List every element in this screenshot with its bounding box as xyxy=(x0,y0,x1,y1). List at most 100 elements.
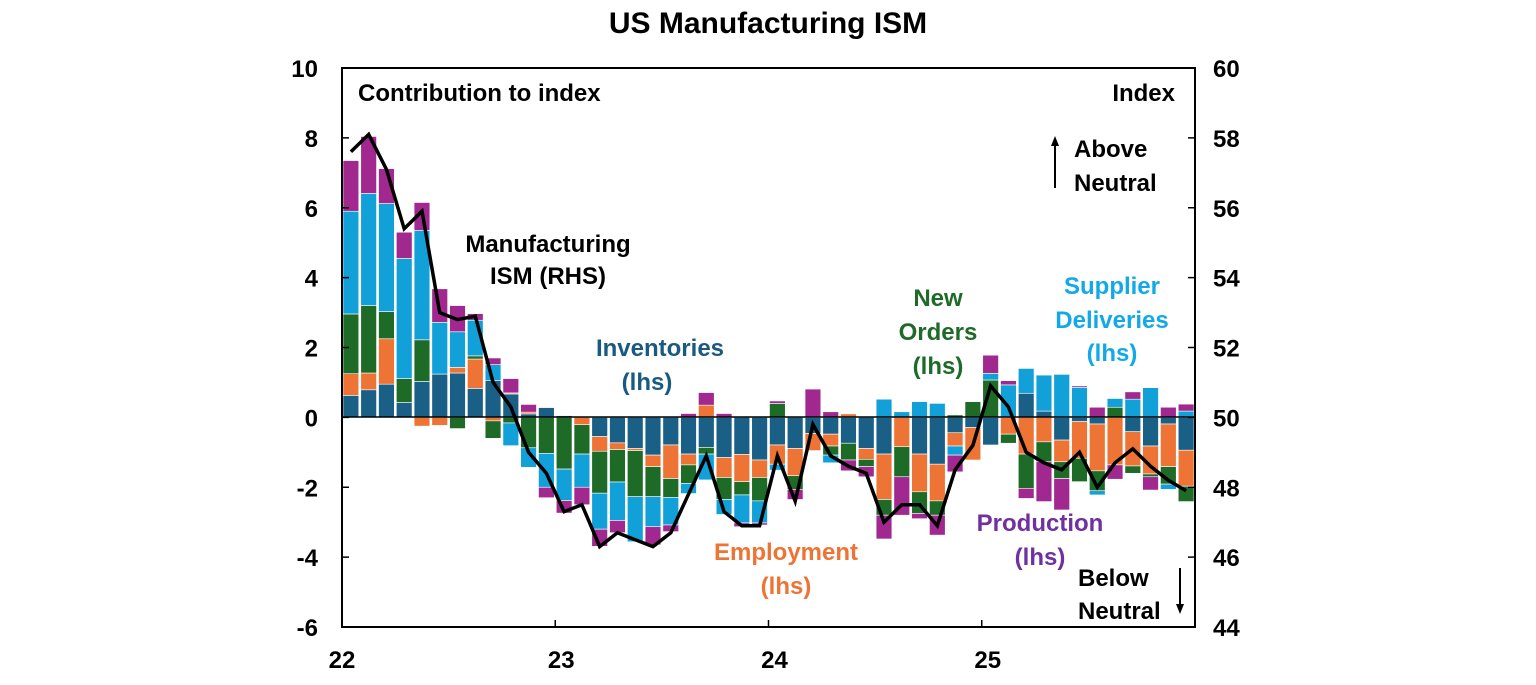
bar-segment-inventories xyxy=(378,383,395,418)
bar-segment-inventories xyxy=(751,417,768,461)
series-label-line: (lhs) xyxy=(1015,544,1066,571)
right-tick-label: 44 xyxy=(1213,615,1240,642)
bar-segment-new-orders xyxy=(858,458,875,467)
bar-segment-employment xyxy=(858,448,875,460)
bar-segment-production xyxy=(1089,406,1106,418)
below-neutral-annotation: Below Neutral xyxy=(1078,565,1184,625)
bar-segment-supplier-deliveries xyxy=(1124,398,1141,418)
series-label-new-orders: New Orders (lhs) xyxy=(899,285,978,380)
right-tick-label: 48 xyxy=(1213,475,1240,502)
bar-segment-inventories xyxy=(396,402,413,418)
bar-segment-new-orders xyxy=(573,424,591,455)
bar-segment-supplier-deliveries xyxy=(396,258,413,379)
series-label-line: New xyxy=(913,285,963,312)
bar-segment-supplier-deliveries xyxy=(378,203,395,312)
bar-segment-inventories xyxy=(1017,392,1035,418)
bar-segment-inventories xyxy=(1089,417,1106,425)
bar-segment-supplier-deliveries xyxy=(1089,490,1106,496)
left-tick-label: -4 xyxy=(297,545,319,572)
bar-segment-inventories xyxy=(1071,417,1088,422)
series-label-line: Production xyxy=(977,510,1104,537)
bar-segment-supplier-deliveries xyxy=(609,481,626,521)
bar-segment-employment xyxy=(413,417,431,427)
right-tick-label: 58 xyxy=(1213,126,1240,153)
bar-segment-production xyxy=(911,513,928,519)
bar-segment-new-orders xyxy=(609,449,626,483)
bar-segment-employment xyxy=(715,457,733,478)
bar-segment-new-orders xyxy=(591,450,608,494)
bar-segment-supplier-deliveries xyxy=(431,322,448,375)
bar-segment-inventories xyxy=(946,417,964,434)
series-label-employment: Employment (lhs) xyxy=(714,539,858,600)
bar-segment-new-orders xyxy=(378,311,395,340)
bar-segment-inventories xyxy=(609,417,626,444)
bar-segment-production xyxy=(609,520,626,533)
bar-segment-production xyxy=(1160,406,1177,418)
bar-segment-employment xyxy=(627,448,644,451)
bar-segment-employment xyxy=(946,432,964,447)
left-tick-label: 10 xyxy=(291,56,318,83)
bar-segment-employment xyxy=(378,338,395,385)
bar-segment-new-orders xyxy=(555,417,573,470)
bar-segment-inventories xyxy=(467,388,484,418)
bar-segment-employment xyxy=(467,358,484,389)
bar-segment-employment xyxy=(1160,423,1177,467)
bar-segment-inventories xyxy=(929,417,946,465)
bar-segment-new-orders xyxy=(1000,433,1017,444)
bar-segment-production xyxy=(875,514,893,540)
bar-segment-inventories xyxy=(538,407,555,418)
bar-segment-supplier-deliveries xyxy=(1071,387,1088,418)
x-tick-label: 25 xyxy=(974,647,1001,674)
bar-segment-new-orders xyxy=(484,420,502,439)
below-label-1: Below xyxy=(1078,565,1149,592)
bar-segment-inventories xyxy=(1124,417,1141,432)
bar-segment-employment xyxy=(449,367,466,374)
chart-title: US Manufacturing ISM xyxy=(609,7,927,40)
right-tick-label: 60 xyxy=(1213,56,1240,83)
bar-segment-employment xyxy=(911,453,928,493)
bar-segment-new-orders xyxy=(538,417,555,454)
bar-segment-employment xyxy=(609,442,626,450)
bar-segment-new-orders xyxy=(1017,453,1035,489)
left-tick-label: -2 xyxy=(297,475,318,502)
bar-segment-inventories xyxy=(413,381,431,418)
bar-segment-new-orders xyxy=(396,378,413,403)
bar-segment-new-orders xyxy=(520,417,537,449)
right-tick-label: 46 xyxy=(1213,545,1240,572)
bar-segment-inventories xyxy=(786,417,804,449)
bar-segment-employment xyxy=(1177,449,1195,487)
bar-segment-supplier-deliveries xyxy=(1017,368,1035,394)
bar-segment-production xyxy=(1124,391,1141,400)
series-label-production: Production (lhs) xyxy=(977,510,1104,571)
line-label: Manufacturing ISM (RHS) xyxy=(465,231,630,290)
down-arrow-head xyxy=(1176,604,1184,614)
left-tick-label: -6 xyxy=(297,615,318,642)
bar-segment-production xyxy=(698,392,715,406)
bar-segment-production xyxy=(342,160,360,212)
below-label-2: Neutral xyxy=(1078,598,1161,625)
bar-segment-supplier-deliveries xyxy=(342,210,360,315)
bar-segment-production xyxy=(769,400,786,404)
bar-segment-inventories xyxy=(858,417,875,449)
bar-segment-employment xyxy=(751,459,768,478)
bar-segment-inventories xyxy=(911,417,928,455)
bar-segment-employment xyxy=(360,372,377,391)
bar-segment-inventories xyxy=(698,417,715,448)
bar-segment-inventories xyxy=(1053,417,1070,441)
series-label-line: Orders xyxy=(899,319,978,346)
series-label-line: Employment xyxy=(714,539,858,566)
bar-segment-supplier-deliveries xyxy=(360,193,377,306)
bar-segment-supplier-deliveries xyxy=(946,445,964,456)
left-tick-label: 8 xyxy=(305,126,318,153)
bar-segment-production xyxy=(1000,380,1017,386)
bar-segment-new-orders xyxy=(342,313,360,375)
series-label-line: Inventories xyxy=(596,335,724,362)
axes: 10 8 6 4 2 0 -2 -4 -6 60 58 56 54 52 50 48 46 44 22 23 24 25 xyxy=(291,56,1240,674)
bar-segment-inventories xyxy=(644,417,662,456)
series-label-line: (lhs) xyxy=(761,573,812,600)
bar-segment-new-orders xyxy=(840,442,857,461)
bar-segment-inventories xyxy=(449,372,466,418)
x-tick-label: 24 xyxy=(761,647,788,674)
series-label-supplier-deliveries: Supplier Deliveries (lhs) xyxy=(1055,273,1168,367)
bar-segment-new-orders xyxy=(413,339,431,382)
